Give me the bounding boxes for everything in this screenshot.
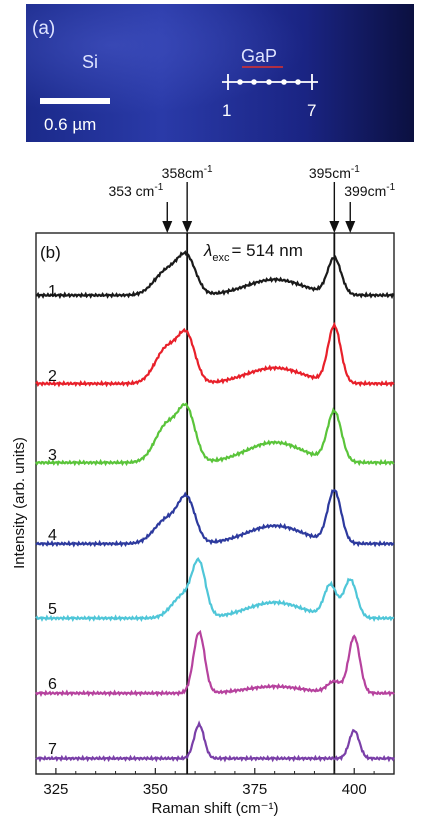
x-tick-label-350: 350 xyxy=(143,781,168,798)
scale-bar xyxy=(40,98,110,104)
x-axis: 325 350 375 400 xyxy=(43,768,375,798)
spectrum-label-4: 4 xyxy=(48,527,57,544)
point-end-label: 7 xyxy=(307,101,316,120)
spectrum-label-1: 1 xyxy=(48,283,57,300)
spectrum-line-2 xyxy=(35,321,395,388)
si-region-label: Si xyxy=(82,52,98,72)
arrow-head-icon xyxy=(345,221,356,233)
arrow-head-icon xyxy=(329,221,340,233)
excitation-label: λexc = 514 nm xyxy=(203,241,303,264)
spectrum-label-6: 6 xyxy=(48,676,57,693)
x-tick-label-375: 375 xyxy=(242,781,267,798)
chart-panel-label: (b) xyxy=(40,243,61,262)
arrow-head-icon xyxy=(162,221,173,233)
peak-annotation-399: 399cm-1 xyxy=(344,182,395,199)
peak-annotation-358: 358cm-1 xyxy=(162,164,213,181)
spectrum-line-6 xyxy=(35,629,395,698)
scale-bar-label: 0.6 µm xyxy=(44,115,96,134)
spectrum-label-5: 5 xyxy=(48,601,57,618)
spectrum-label-2: 2 xyxy=(48,368,57,385)
spectrum-line-5 xyxy=(35,557,395,623)
x-tick-label-400: 400 xyxy=(342,781,367,798)
micrograph-panel: (a) Si GaP 1 7 0.6 µm xyxy=(26,4,414,142)
spectra: 1 2 3 4 5 6 7 xyxy=(35,250,396,763)
micrograph-panel-label: (a) xyxy=(32,18,55,39)
x-tick-label-325: 325 xyxy=(43,781,68,798)
spectrum-label-3: 3 xyxy=(48,447,57,464)
measurement-points xyxy=(237,79,301,85)
spectrum-label-7: 7 xyxy=(48,741,57,758)
peak-annotation-353: 353 cm-1 xyxy=(108,182,163,199)
spectrum-line-7 xyxy=(35,720,396,763)
spectrum-line-4 xyxy=(35,489,395,548)
spectrum-line-3 xyxy=(35,402,395,467)
arrow-head-icon xyxy=(182,221,193,233)
gap-region-label: GaP xyxy=(241,46,277,66)
peak-annotation-395: 395cm-1 xyxy=(309,164,360,181)
reference-lines xyxy=(186,233,336,774)
y-axis-label: Intensity (arb. units) xyxy=(11,437,28,569)
x-axis-label: Raman shift (cm⁻¹) xyxy=(151,800,278,817)
point-start-label: 1 xyxy=(222,101,231,120)
spectrum-line-1 xyxy=(35,250,395,300)
